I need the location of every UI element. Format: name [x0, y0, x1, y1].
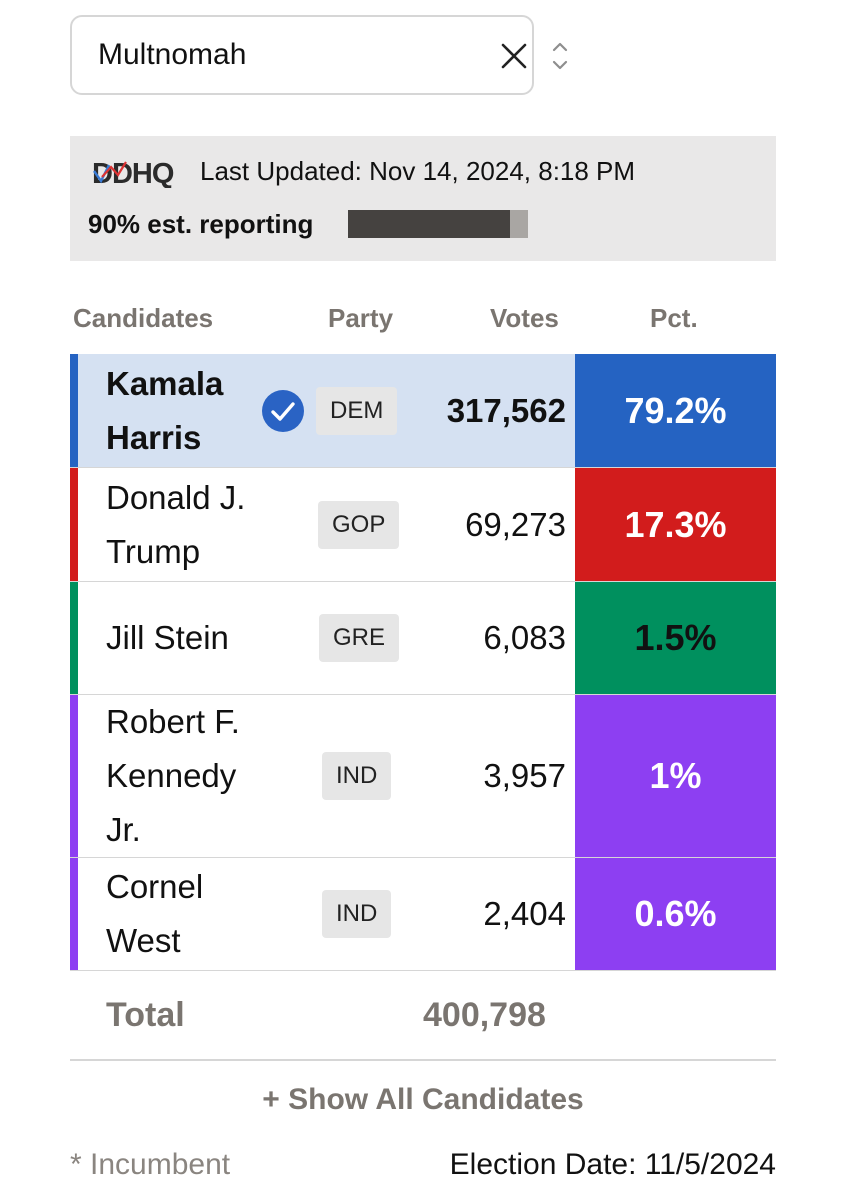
candidate-votes: 69,273 — [465, 505, 566, 543]
candidate-votes: 317,562 — [446, 391, 566, 429]
party-color-stripe — [70, 582, 78, 694]
candidate-row: Robert F. Kennedy Jr. IND 3,957 1% — [70, 695, 776, 858]
candidate-name: Kamala Harris — [106, 357, 223, 465]
candidate-name-line: Kamala — [106, 364, 224, 402]
candidate-row: Cornel West IND 2,404 0.6% — [70, 858, 776, 971]
candidate-name-line: Jr. — [106, 811, 141, 848]
candidate-row: Donald J. Trump GOP 69,273 17.3% — [70, 468, 776, 582]
party-color-stripe — [70, 858, 78, 970]
total-votes: 400,798 — [423, 996, 546, 1034]
chevron-up-down-icon[interactable] — [548, 39, 572, 73]
winner-check-icon — [262, 389, 304, 432]
column-header-votes: Votes — [490, 303, 559, 333]
status-panel: DDHQ Last Updated: Nov 14, 2024, 8:18 PM… — [70, 136, 776, 261]
row-divider — [70, 581, 776, 582]
reporting-progress-bar — [348, 210, 528, 238]
region-select[interactable]: Multnomah — [70, 15, 568, 95]
column-header-candidates: Candidates — [73, 303, 214, 333]
candidate-name-line: Cornel — [106, 868, 204, 905]
candidate-name: Donald J. Trump — [106, 471, 245, 579]
total-label: Total — [106, 996, 185, 1034]
candidate-row: Jill Stein GRE 6,083 1.5% — [70, 582, 776, 695]
candidate-pct: 1% — [575, 695, 776, 857]
party-color-stripe — [70, 695, 78, 857]
last-updated-text: Last Updated: Nov 14, 2024, 8:18 PM — [200, 156, 636, 186]
close-icon[interactable] — [500, 42, 528, 70]
candidate-name-line: Trump — [106, 532, 201, 570]
candidate-pct: 1.5% — [575, 582, 776, 694]
party-badge: IND — [322, 752, 392, 800]
party-badge: DEM — [316, 386, 398, 435]
row-divider — [70, 970, 776, 971]
reporting-label: 90% est. reporting — [88, 209, 314, 239]
column-header-pct: Pct. — [650, 303, 698, 333]
party-badge: GRE — [319, 614, 400, 662]
candidate-name-line: Donald J. — [106, 478, 246, 516]
candidate-name: Jill Stein — [106, 611, 229, 665]
candidate-name-line: West — [106, 922, 181, 959]
party-color-stripe — [70, 354, 78, 467]
party-badge: GOP — [318, 500, 400, 549]
candidate-pct: 17.3% — [575, 468, 776, 581]
candidate-pct: 0.6% — [575, 858, 776, 970]
candidate-name-line: Harris — [106, 418, 202, 456]
row-divider — [70, 467, 776, 468]
region-select-value: Multnomah — [98, 38, 247, 71]
candidate-name-line: Jill Stein — [106, 619, 229, 656]
party-color-stripe — [70, 468, 78, 581]
candidate-votes: 3,957 — [483, 757, 566, 794]
candidate-votes: 2,404 — [483, 895, 566, 932]
election-date: Election Date: 11/5/2024 — [449, 1148, 776, 1181]
party-badge: IND — [322, 890, 392, 938]
column-header-party: Party — [328, 303, 394, 333]
candidate-pct: 79.2% — [575, 354, 776, 467]
divider — [70, 1059, 776, 1061]
candidate-votes: 6,083 — [483, 619, 566, 656]
candidate-name: Robert F. Kennedy Jr. — [106, 695, 240, 857]
reporting-progress-fill — [348, 210, 510, 238]
ddhq-logo: DDHQ — [92, 158, 175, 188]
candidate-row: Kamala Harris DEM 317,562 79.2% — [70, 354, 776, 468]
row-divider — [70, 857, 776, 858]
row-divider — [70, 694, 776, 695]
candidate-name: Cornel West — [106, 860, 203, 968]
candidate-name-line: Robert F. — [106, 703, 240, 740]
show-all-candidates-button[interactable]: + Show All Candidates — [262, 1083, 584, 1116]
candidate-name-line: Kennedy — [106, 757, 237, 794]
incumbent-note: * Incumbent — [70, 1148, 231, 1181]
